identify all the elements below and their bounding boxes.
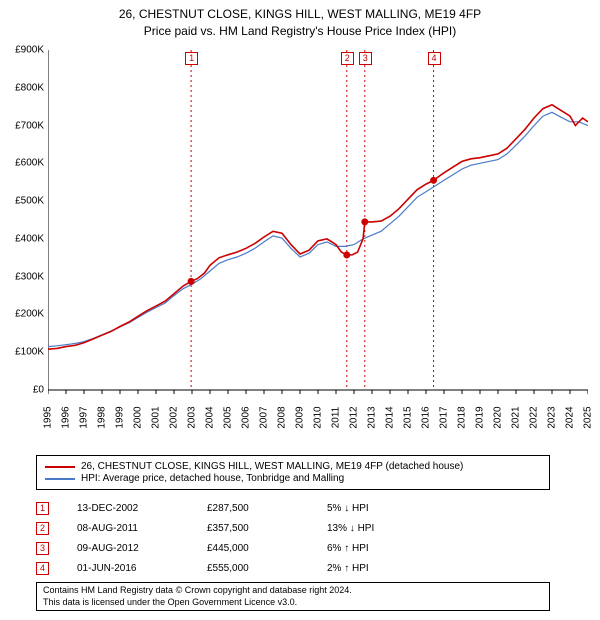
x-axis-label: 2007 bbox=[259, 403, 270, 433]
y-axis-label: £300K bbox=[15, 271, 44, 282]
legend-row-property: 26, CHESTNUT CLOSE, KINGS HILL, WEST MAL… bbox=[45, 461, 541, 472]
sale-delta: 13% ↓ HPI bbox=[327, 523, 437, 534]
x-axis-label: 1997 bbox=[79, 403, 90, 433]
chart-container: 26, CHESTNUT CLOSE, KINGS HILL, WEST MAL… bbox=[0, 0, 600, 620]
chart-sale-marker-2: 2 bbox=[341, 52, 354, 65]
x-axis-label: 2019 bbox=[475, 403, 486, 433]
sale-date: 01-JUN-2016 bbox=[77, 563, 207, 574]
y-axis-label: £500K bbox=[15, 196, 44, 207]
chart-sale-marker-3: 3 bbox=[359, 52, 372, 65]
x-axis-label: 2010 bbox=[313, 403, 324, 433]
sale-marker-1: 1 bbox=[36, 502, 49, 515]
sale-delta: 6% ↑ HPI bbox=[327, 543, 437, 554]
x-axis-label: 1996 bbox=[61, 403, 72, 433]
title-line-1: 26, CHESTNUT CLOSE, KINGS HILL, WEST MAL… bbox=[0, 6, 600, 23]
y-axis-label: £0 bbox=[33, 385, 44, 396]
table-row: 2 08-AUG-2011 £357,500 13% ↓ HPI bbox=[36, 518, 550, 538]
x-axis-label: 2001 bbox=[151, 403, 162, 433]
sale-date: 13-DEC-2002 bbox=[77, 503, 207, 514]
footer-line-2: This data is licensed under the Open Gov… bbox=[43, 597, 543, 609]
y-axis-label: £800K bbox=[15, 82, 44, 93]
footer-attribution: Contains HM Land Registry data © Crown c… bbox=[36, 582, 550, 611]
y-axis-label: £100K bbox=[15, 347, 44, 358]
legend: 26, CHESTNUT CLOSE, KINGS HILL, WEST MAL… bbox=[36, 455, 550, 490]
y-axis-label: £600K bbox=[15, 158, 44, 169]
sale-marker-2: 2 bbox=[36, 522, 49, 535]
x-axis-label: 2021 bbox=[511, 403, 522, 433]
sale-marker-3: 3 bbox=[36, 542, 49, 555]
sale-price: £555,000 bbox=[207, 563, 327, 574]
x-axis-label: 2011 bbox=[331, 403, 342, 433]
legend-row-hpi: HPI: Average price, detached house, Tonb… bbox=[45, 473, 541, 484]
chart-sale-marker-1: 1 bbox=[185, 52, 198, 65]
sale-date: 08-AUG-2011 bbox=[77, 523, 207, 534]
chart-title: 26, CHESTNUT CLOSE, KINGS HILL, WEST MAL… bbox=[0, 0, 600, 40]
x-axis-label: 2003 bbox=[187, 403, 198, 433]
y-axis-label: £900K bbox=[15, 45, 44, 56]
x-axis-label: 1999 bbox=[115, 403, 126, 433]
x-axis-label: 2012 bbox=[349, 403, 360, 433]
x-axis-label: 2000 bbox=[133, 403, 144, 433]
sale-delta: 2% ↑ HPI bbox=[327, 563, 437, 574]
x-axis-label: 2004 bbox=[205, 403, 216, 433]
x-axis-label: 2016 bbox=[421, 403, 432, 433]
x-axis-label: 2018 bbox=[457, 403, 468, 433]
sale-date: 09-AUG-2012 bbox=[77, 543, 207, 554]
x-axis-label: 2020 bbox=[493, 403, 504, 433]
x-axis-label: 2002 bbox=[169, 403, 180, 433]
table-row: 4 01-JUN-2016 £555,000 2% ↑ HPI bbox=[36, 558, 550, 578]
sale-price: £287,500 bbox=[207, 503, 327, 514]
x-axis-label: 2005 bbox=[223, 403, 234, 433]
legend-swatch-property bbox=[45, 466, 75, 468]
x-axis-label: 2008 bbox=[277, 403, 288, 433]
x-axis-label: 1995 bbox=[43, 403, 54, 433]
x-axis-label: 2022 bbox=[529, 403, 540, 433]
x-axis-label: 1998 bbox=[97, 403, 108, 433]
x-axis-label: 2014 bbox=[385, 403, 396, 433]
x-axis-label: 2013 bbox=[367, 403, 378, 433]
x-axis-label: 2015 bbox=[403, 403, 414, 433]
x-axis-label: 2025 bbox=[583, 403, 594, 433]
x-axis-label: 2023 bbox=[547, 403, 558, 433]
x-axis-label: 2006 bbox=[241, 403, 252, 433]
x-axis-label: 2024 bbox=[565, 403, 576, 433]
legend-swatch-hpi bbox=[45, 478, 75, 480]
sale-delta: 5% ↓ HPI bbox=[327, 503, 437, 514]
sale-price: £357,500 bbox=[207, 523, 327, 534]
sale-price: £445,000 bbox=[207, 543, 327, 554]
y-axis-label: £700K bbox=[15, 120, 44, 131]
sales-table: 1 13-DEC-2002 £287,500 5% ↓ HPI 2 08-AUG… bbox=[36, 498, 550, 578]
chart-plot-area: £0£100K£200K£300K£400K£500K£600K£700K£80… bbox=[48, 50, 588, 408]
table-row: 3 09-AUG-2012 £445,000 6% ↑ HPI bbox=[36, 538, 550, 558]
legend-label-property: 26, CHESTNUT CLOSE, KINGS HILL, WEST MAL… bbox=[81, 461, 463, 472]
table-row: 1 13-DEC-2002 £287,500 5% ↓ HPI bbox=[36, 498, 550, 518]
y-axis-label: £200K bbox=[15, 309, 44, 320]
sale-marker-4: 4 bbox=[36, 562, 49, 575]
title-line-2: Price paid vs. HM Land Registry's House … bbox=[0, 23, 600, 40]
footer-line-1: Contains HM Land Registry data © Crown c… bbox=[43, 585, 543, 597]
x-axis-label: 2009 bbox=[295, 403, 306, 433]
y-axis-label: £400K bbox=[15, 233, 44, 244]
chart-sale-marker-4: 4 bbox=[428, 52, 441, 65]
x-axis-label: 2017 bbox=[439, 403, 450, 433]
legend-label-hpi: HPI: Average price, detached house, Tonb… bbox=[81, 473, 344, 484]
chart-svg bbox=[48, 50, 588, 408]
